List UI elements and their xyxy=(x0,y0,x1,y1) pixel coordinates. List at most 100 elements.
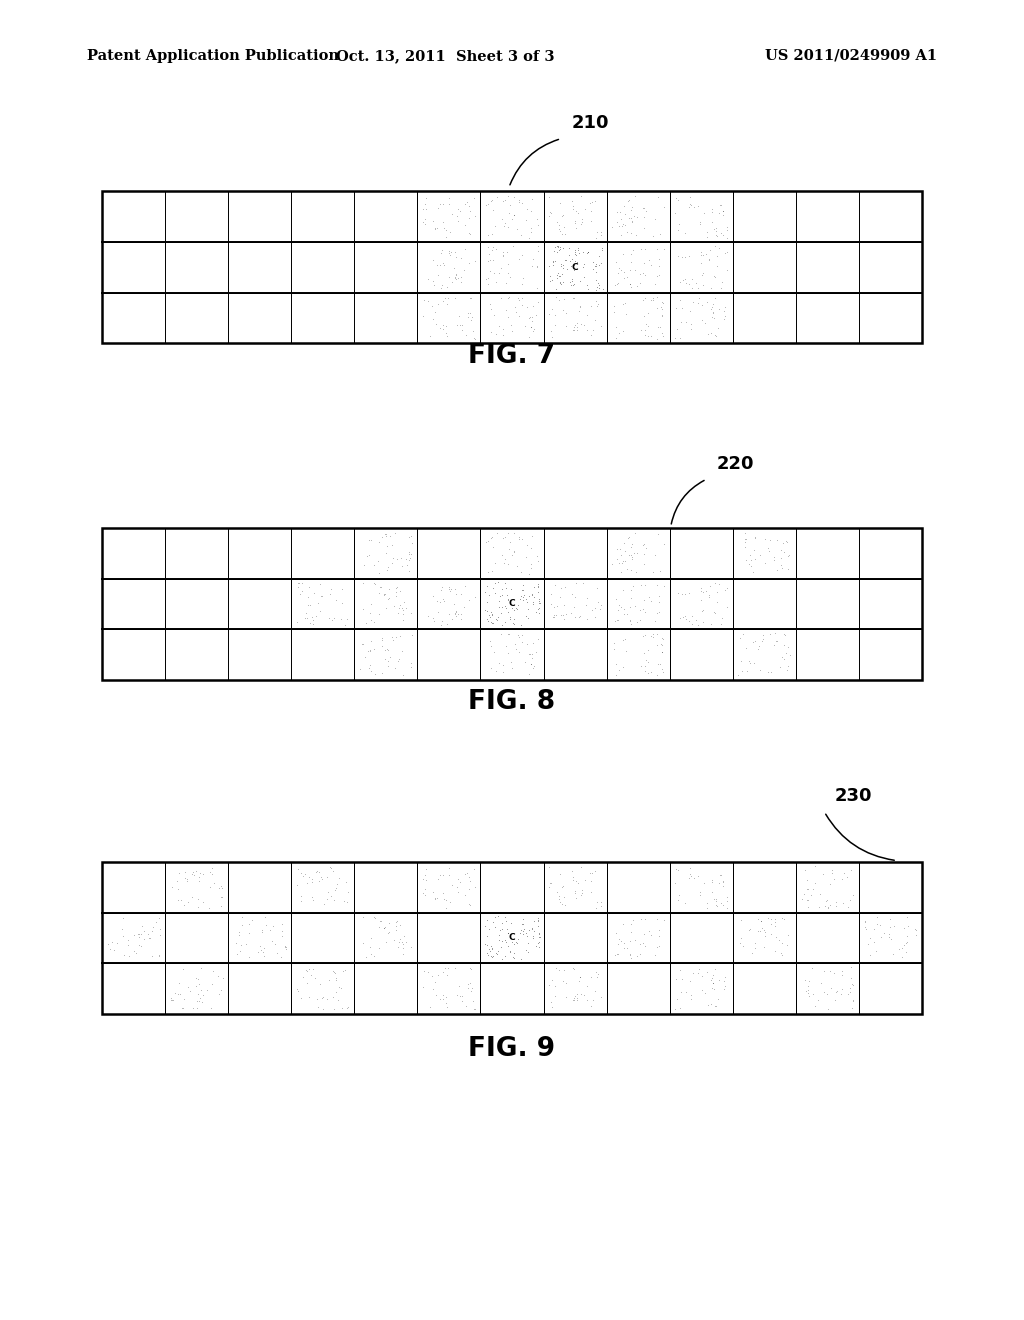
Point xyxy=(128,942,144,964)
Point xyxy=(504,657,520,678)
Point xyxy=(555,272,571,293)
Point xyxy=(449,601,465,622)
Point xyxy=(768,631,784,652)
Point xyxy=(547,236,563,257)
Point xyxy=(505,929,521,950)
Point xyxy=(709,582,725,603)
Point xyxy=(433,614,450,635)
Point xyxy=(623,921,639,942)
Bar xyxy=(166,630,228,680)
Point xyxy=(558,986,574,1007)
Point xyxy=(651,919,668,940)
Point xyxy=(637,574,653,595)
Point xyxy=(328,589,344,610)
Point xyxy=(361,602,378,623)
Point xyxy=(643,661,659,682)
Point xyxy=(708,995,724,1016)
Point xyxy=(842,890,858,911)
Point xyxy=(524,657,541,678)
Point xyxy=(684,614,700,635)
Point xyxy=(622,260,638,281)
Point xyxy=(778,643,795,664)
Point xyxy=(774,932,791,953)
Point xyxy=(380,557,396,578)
Point xyxy=(648,909,665,931)
Point xyxy=(613,224,630,246)
Point xyxy=(429,218,445,239)
Point xyxy=(521,586,538,607)
Point xyxy=(506,948,522,969)
Point xyxy=(522,557,539,578)
Point xyxy=(645,626,662,647)
Point xyxy=(513,193,529,214)
Point xyxy=(494,597,510,618)
Point xyxy=(293,863,309,884)
Point xyxy=(695,202,712,223)
Point xyxy=(529,545,546,566)
Point xyxy=(120,935,136,956)
Point xyxy=(572,186,589,207)
Point xyxy=(395,610,412,631)
Point xyxy=(615,913,632,935)
Point xyxy=(513,614,529,635)
Point xyxy=(321,607,337,628)
Point xyxy=(656,576,673,597)
Point xyxy=(867,941,884,962)
Point xyxy=(482,657,499,678)
Point xyxy=(741,920,758,941)
Point xyxy=(524,321,541,342)
Point xyxy=(648,239,665,260)
Point xyxy=(555,605,571,626)
Point xyxy=(511,528,527,549)
Point xyxy=(651,248,668,269)
Point xyxy=(506,541,522,562)
Point xyxy=(431,255,447,276)
Point xyxy=(523,537,540,558)
Point xyxy=(640,326,656,347)
Point xyxy=(869,907,886,928)
Bar xyxy=(228,630,292,680)
Point xyxy=(388,585,404,606)
Point xyxy=(800,878,816,899)
Point xyxy=(498,932,514,953)
Point xyxy=(420,605,436,626)
Point xyxy=(188,968,205,989)
Point xyxy=(572,271,589,292)
Point xyxy=(177,862,194,883)
Point xyxy=(498,300,514,321)
Point xyxy=(403,544,420,565)
Point xyxy=(627,185,643,206)
Point xyxy=(502,593,518,614)
Point xyxy=(319,882,336,903)
Point xyxy=(501,623,517,644)
Point xyxy=(513,948,529,969)
Point xyxy=(667,873,683,894)
Point xyxy=(623,544,639,565)
Point xyxy=(654,659,671,680)
Point xyxy=(587,861,603,882)
Point xyxy=(570,239,587,260)
Bar xyxy=(418,964,480,1014)
Point xyxy=(655,628,672,649)
Point xyxy=(300,586,316,607)
Point xyxy=(505,946,521,968)
Bar xyxy=(166,964,228,1014)
Point xyxy=(513,585,529,606)
Point xyxy=(719,242,735,263)
Point xyxy=(395,599,412,620)
Point xyxy=(498,272,514,293)
Point xyxy=(433,243,450,264)
Point xyxy=(707,267,723,288)
Point xyxy=(120,929,136,950)
Point xyxy=(617,640,634,661)
Point xyxy=(565,198,582,219)
Point xyxy=(807,873,823,894)
Point xyxy=(882,916,898,937)
Point xyxy=(643,325,659,346)
Point xyxy=(579,594,595,615)
Point xyxy=(730,664,746,685)
Point xyxy=(176,989,193,1010)
Point xyxy=(115,925,131,946)
Point xyxy=(501,216,517,238)
Point xyxy=(567,242,584,263)
